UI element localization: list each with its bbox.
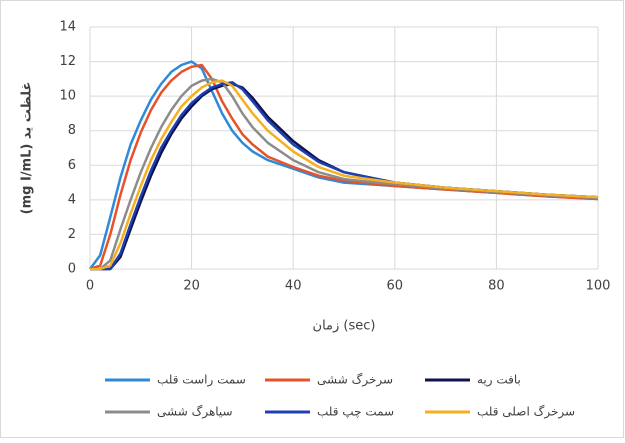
legend-label: سمت راست قلب: [157, 373, 246, 388]
series-line: [90, 79, 599, 271]
y-tick-label: 4: [68, 192, 76, 207]
legend-label: سرخرگ اصلی قلب: [477, 405, 575, 420]
x-tick-label: 0: [86, 279, 94, 294]
y-axis-label: (mg I/mL) غلظت ید: [20, 82, 35, 215]
legend-label: سمت چپ قلب: [317, 405, 394, 419]
legend-label: سیاهرگ ششی: [157, 405, 233, 420]
y-tick-label: 6: [68, 158, 76, 173]
y-tick-label: 8: [68, 123, 76, 138]
x-axis-label: زمان (sec): [313, 319, 376, 334]
series-line: [89, 63, 599, 271]
x-tick-label: 20: [183, 279, 200, 294]
x-tick-label: 80: [488, 279, 505, 294]
legend-label: سرخرگ ششی: [317, 373, 393, 388]
y-tick-label: 0: [68, 262, 76, 277]
x-tick-label: 100: [586, 279, 611, 294]
x-tick-label: 40: [285, 279, 302, 294]
legend-label: بافت ریه: [477, 373, 521, 388]
x-tick-label: 60: [387, 279, 404, 294]
y-tick-label: 12: [59, 54, 76, 69]
y-tick-label: 2: [68, 227, 76, 242]
y-tick-label: 10: [59, 89, 76, 104]
y-tick-label: 14: [59, 20, 76, 35]
